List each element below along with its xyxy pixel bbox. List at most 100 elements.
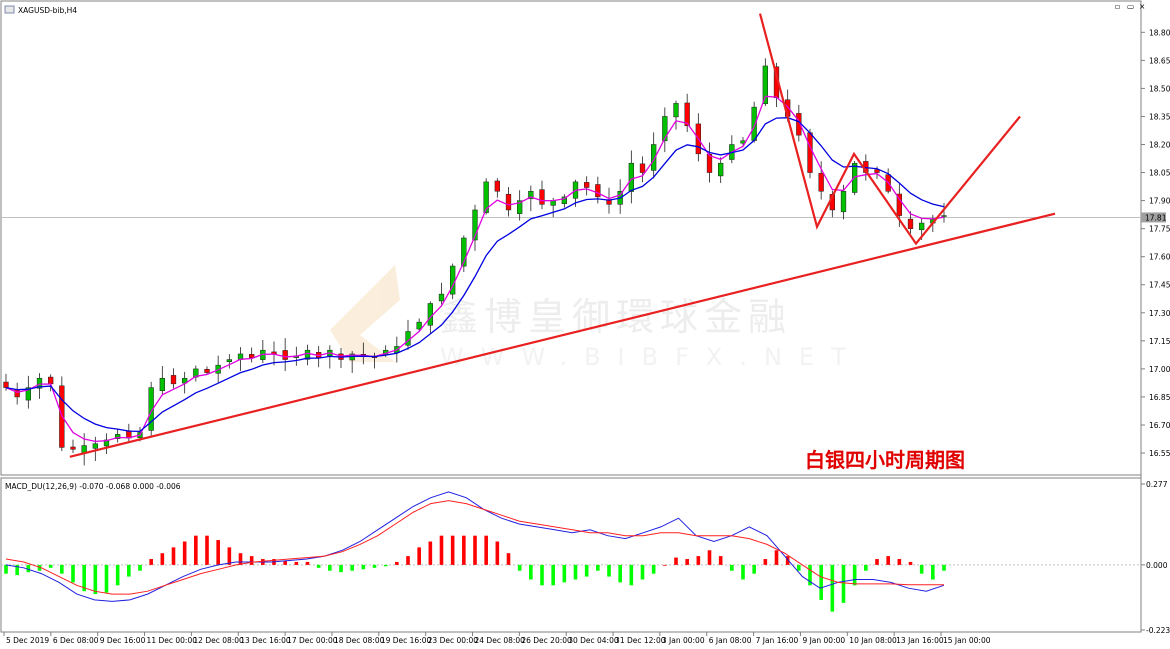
candle-body: [115, 434, 121, 439]
macd-bar: [685, 559, 689, 565]
macd-bar: [741, 564, 745, 580]
restore-button[interactable]: ▭: [1127, 2, 1134, 11]
macd-bar: [919, 564, 924, 574]
macd-bar: [774, 550, 779, 565]
macd-bar: [864, 564, 868, 571]
time-tick-label: 3 Jan 00:00: [662, 636, 705, 645]
candle-body: [584, 182, 590, 188]
time-axis: 5 Dec 2019 6 Dec 08:00 9 Dec 16:00 11 Dec 0…: [3, 632, 991, 645]
candle-body: [483, 181, 489, 213]
macd-bar: [316, 564, 321, 568]
current-price-line: 17.81: [1, 212, 1167, 223]
candle: [25, 375, 31, 409]
macd-bar: [730, 564, 734, 571]
price-tick-label: 17.45: [1149, 281, 1170, 290]
macd-bar: [529, 564, 533, 580]
candle-body: [840, 191, 847, 213]
macd-bar: [596, 564, 600, 571]
price-tick-label: 18.20: [1149, 141, 1170, 150]
time-tick-label: 10 Jan 08:00: [849, 636, 897, 645]
candle-body: [762, 65, 768, 104]
candle-body: [505, 193, 512, 211]
time-tick-label: 7 Jan 16:00: [756, 636, 799, 645]
window-controls[interactable]: ▫ ▭ ×: [1115, 2, 1145, 11]
candle-body: [48, 376, 54, 385]
candle: [249, 347, 255, 363]
macd-bar: [651, 564, 656, 574]
candle-body: [282, 350, 288, 360]
close-button[interactable]: ×: [1139, 2, 1145, 11]
candle-body: [807, 132, 813, 173]
macd-bar: [160, 553, 165, 565]
macd-bar: [819, 564, 823, 600]
macd-bar: [205, 535, 209, 565]
price-tick-label: 17.30: [1149, 309, 1170, 318]
candle-body: [550, 200, 556, 206]
price-tick-label: 17.75: [1149, 225, 1170, 234]
macd-bar: [663, 564, 667, 566]
macd-bar: [640, 564, 645, 580]
candle: [103, 433, 110, 455]
macd-bar: [852, 564, 857, 586]
current-price-box: [1141, 212, 1166, 223]
price-tick-label: 18.35: [1149, 112, 1170, 121]
candle: [718, 157, 724, 184]
macd-bar: [763, 559, 768, 565]
macd-bar: [227, 547, 232, 565]
macd-bar: [517, 564, 522, 571]
macd-label: MACD_DU(12,26,9) -0.070 -0.068 0.000 -0.…: [5, 482, 181, 491]
macd-bar: [886, 556, 890, 565]
macd-bar: [674, 557, 678, 565]
macd-bar: [104, 564, 109, 593]
candle-body: [673, 103, 679, 118]
macd-panel-frame: [0, 477, 1142, 633]
time-tick-label: 31 Dec 12:00: [615, 636, 666, 645]
macd-histogram: [4, 535, 946, 612]
candle-body: [193, 368, 199, 378]
macd-bar: [618, 564, 622, 583]
macd-bar: [495, 541, 500, 565]
candle: [673, 100, 679, 130]
time-tick-label: 26 Dec 20:00: [521, 636, 572, 645]
candle-body: [818, 172, 824, 192]
macd-bar: [182, 541, 187, 565]
macd-bar: [238, 553, 243, 565]
macd-tick-label: 0.277: [1146, 480, 1168, 489]
macd-bar: [383, 564, 388, 567]
macd-bar: [696, 556, 701, 565]
candle-body: [528, 191, 534, 200]
macd-bar: [361, 564, 366, 570]
macd-bar: [194, 535, 198, 565]
candle-body: [405, 331, 411, 346]
macd-bar: [15, 564, 19, 576]
macd-bar: [484, 535, 488, 565]
price-tick-label: 17.90: [1149, 197, 1170, 206]
time-tick-label: 5 Dec 2019: [6, 636, 49, 645]
macd-bar: [339, 564, 343, 573]
macd-bar: [372, 564, 377, 568]
title-bar[interactable]: XAGUSD-bib,H4: [4, 5, 77, 15]
candle: [193, 365, 199, 382]
minimize-button[interactable]: ▫: [1115, 2, 1120, 11]
candle: [528, 185, 534, 212]
macd-bar: [830, 564, 835, 612]
candle: [628, 150, 634, 204]
price-tick-label: 16.55: [1149, 449, 1170, 458]
macd-bar: [707, 550, 712, 565]
macd-bar: [294, 561, 299, 565]
time-tick-label: 23 Dec 00:00: [428, 636, 479, 645]
macd-bar: [328, 564, 332, 571]
macd-lines: [5, 491, 945, 602]
price-tick-label: 17.15: [1149, 337, 1170, 346]
candle-body: [3, 381, 9, 388]
macd-bar: [785, 556, 790, 565]
candle-body: [304, 349, 311, 360]
candle: [639, 156, 646, 183]
candle-body: [103, 439, 110, 447]
candle-body: [628, 162, 634, 192]
candle: [59, 376, 65, 452]
watermark: 鑫博皇御環球金融 WWW.BIBFX.NET: [330, 265, 846, 371]
macd-bar: [138, 564, 142, 571]
macd-bar: [350, 564, 354, 571]
candle-body: [595, 184, 601, 198]
